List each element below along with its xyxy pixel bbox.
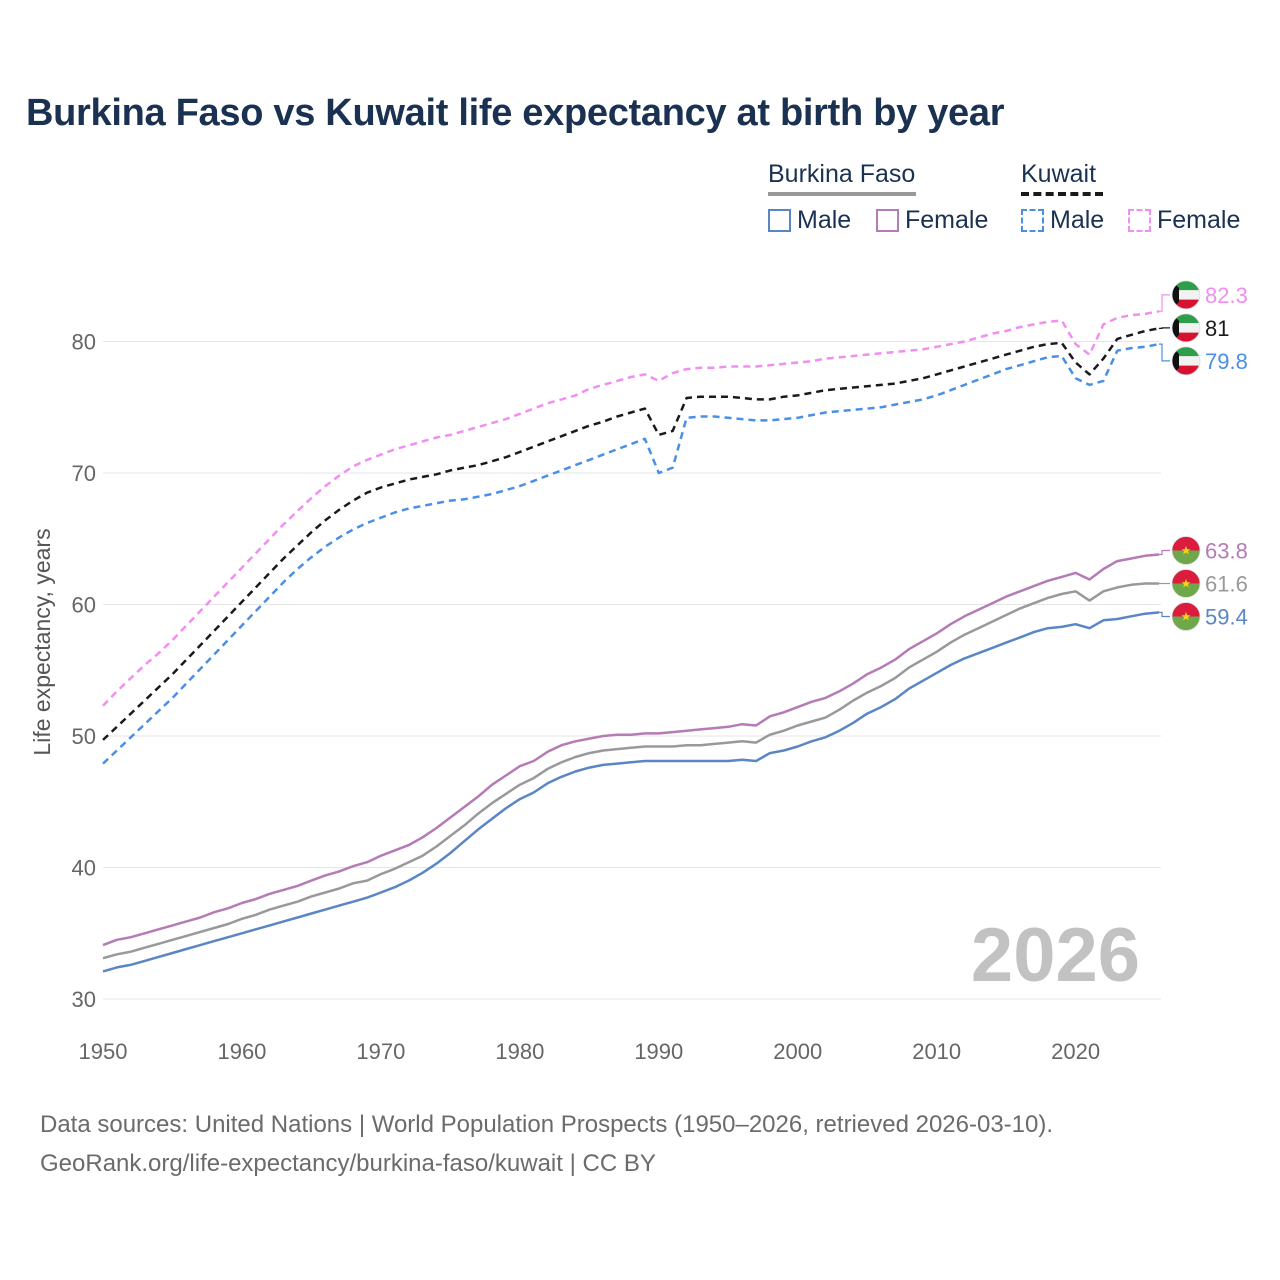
x-tick-label: 1980 — [495, 1039, 544, 1064]
legend-swatch — [1021, 209, 1044, 232]
series-line-kuwait-male — [102, 342, 1160, 765]
y-tick-label: 60 — [72, 593, 96, 618]
end-value-label: 63.8 — [1205, 539, 1248, 564]
end-value-label: 79.8 — [1205, 349, 1248, 374]
end-connector — [1159, 611, 1170, 618]
y-axis-label: Life expectancy, years — [29, 528, 55, 755]
series-line-burkina-faso-male — [102, 611, 1160, 973]
x-tick-label: 1990 — [634, 1039, 683, 1064]
legend-group-title: Burkina Faso — [768, 160, 916, 196]
x-tick-label: 2000 — [773, 1039, 822, 1064]
legend-item-burkina-female: Female — [876, 206, 988, 235]
source-line-2: GeoRank.org/life-expectancy/burkina-faso… — [40, 1150, 656, 1177]
series-line-kuwait-female — [102, 310, 1160, 707]
legend-group-label: Burkina Faso — [768, 160, 916, 188]
x-tick-label: 1950 — [79, 1039, 128, 1064]
x-tick-label: 2010 — [912, 1039, 961, 1064]
legend-swatch — [876, 209, 899, 232]
y-tick-label: 30 — [72, 987, 96, 1012]
end-connector — [1159, 343, 1170, 362]
series-line-kuwait — [102, 327, 1160, 741]
legend-swatch — [1128, 209, 1151, 232]
source-line-1: Data sources: United Nations | World Pop… — [40, 1111, 1054, 1138]
end-connector — [1159, 327, 1170, 329]
kuwait-flag-icon — [1171, 313, 1201, 343]
x-tick-label: 2020 — [1051, 1039, 1100, 1064]
legend-item-label: Female — [905, 206, 989, 234]
end-connector — [1159, 294, 1170, 312]
kuwait-flag-icon — [1171, 280, 1201, 310]
end-connector — [1159, 549, 1170, 556]
end-value-label: 59.4 — [1205, 605, 1248, 630]
series-lines — [102, 310, 1160, 973]
legend-item-label: Male — [797, 206, 852, 234]
burkina-flag-icon — [1171, 602, 1201, 631]
y-tick-label: 40 — [72, 856, 96, 881]
burkina-flag-icon — [1171, 569, 1201, 598]
burkina-flag-icon — [1171, 536, 1201, 565]
legend-item-label: Female — [1157, 206, 1241, 234]
legend-group-line — [1021, 192, 1103, 196]
end-value-label: 81 — [1205, 316, 1229, 341]
legend-group-line — [768, 192, 916, 196]
legend-group-title: Kuwait — [1021, 160, 1103, 196]
data-source: Data sources: United Nations | World Pop… — [40, 1105, 1053, 1183]
x-tick-label: 1970 — [356, 1039, 405, 1064]
y-tick-label: 80 — [72, 330, 96, 355]
legend-item-kuwait-female: Female — [1128, 206, 1240, 235]
series-line-burkina-faso — [102, 582, 1159, 960]
end-labels: 82.3 81 79.8 63.8 61.6 59.4 — [1159, 280, 1248, 631]
legend-swatch — [768, 209, 791, 232]
y-axis-ticks: 30 40 50 60 70 80 — [72, 330, 96, 1013]
series-line-burkina-faso-female — [102, 553, 1160, 947]
grid-lines — [103, 341, 1161, 1000]
legend-item-kuwait-male: Male — [1021, 206, 1104, 235]
legend-item-burkina-male: Male — [768, 206, 851, 235]
legend-group-label: Kuwait — [1021, 160, 1097, 188]
kuwait-flag-icon — [1171, 346, 1201, 376]
legend-item-label: Male — [1050, 206, 1105, 234]
end-value-label: 82.3 — [1205, 283, 1248, 308]
end-value-label: 61.6 — [1205, 572, 1248, 597]
x-axis-ticks: 1950 1960 1970 1980 1990 2000 2010 2020 — [79, 1039, 1101, 1064]
year-watermark: 2026 — [971, 913, 1140, 998]
x-tick-label: 1960 — [217, 1039, 266, 1064]
y-tick-label: 70 — [72, 461, 96, 486]
chart-title: Burkina Faso vs Kuwait life expectancy a… — [26, 92, 1005, 134]
y-tick-label: 50 — [72, 724, 96, 749]
